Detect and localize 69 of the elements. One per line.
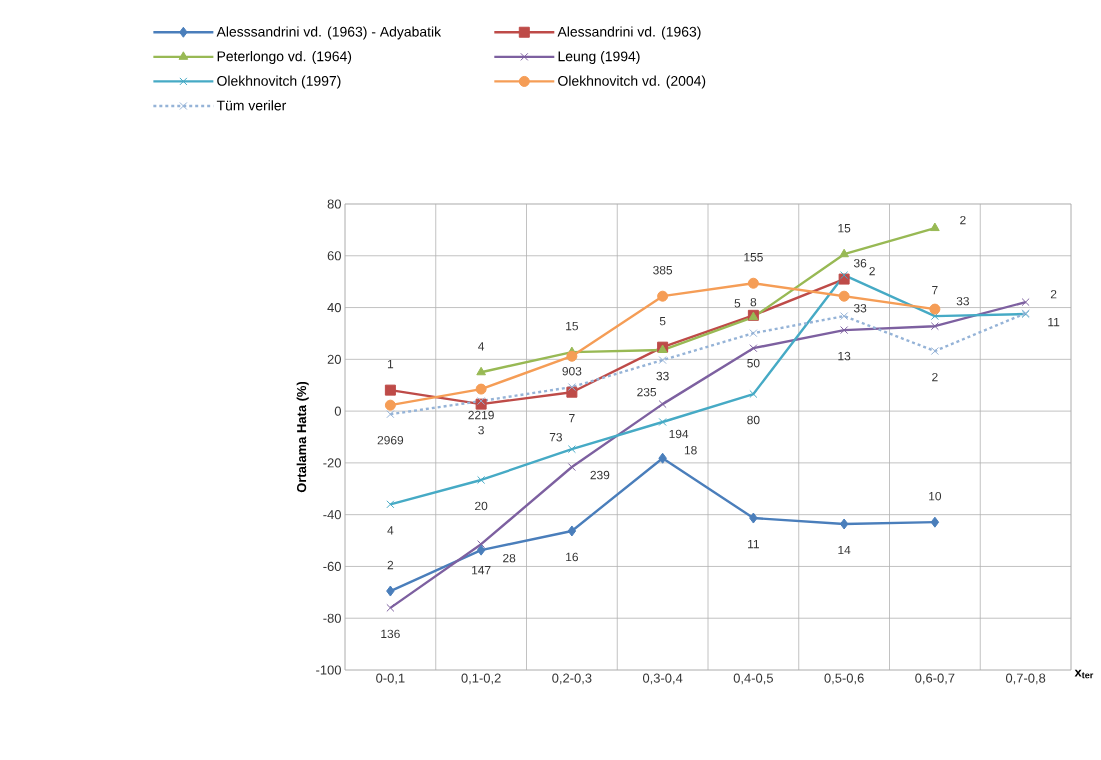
- x-tick-label: 0,3-0,4: [642, 673, 683, 685]
- annotation: 2: [932, 372, 938, 382]
- annotation: 235: [637, 387, 657, 397]
- y-tick-label: -60: [323, 561, 341, 572]
- annotation: 239: [590, 470, 610, 480]
- annotation: 11: [748, 539, 759, 549]
- annotation: 10: [929, 491, 942, 501]
- annotation: 903: [562, 367, 582, 376]
- annotation: 20: [475, 501, 488, 511]
- annotation: 16: [566, 552, 578, 562]
- annotation: 36: [853, 258, 867, 268]
- annotation: 18: [684, 446, 697, 455]
- annotation: 7: [569, 414, 575, 423]
- annotation: 147: [472, 566, 491, 575]
- legend-label: Olekhnovitch vd. (2004): [558, 75, 706, 89]
- legend-label: Olekhnovitch (1997): [217, 75, 341, 89]
- annotation: 33: [656, 371, 669, 381]
- y-tick-label: 60: [327, 251, 341, 261]
- x-tick-label: 0,2-0,3: [552, 673, 592, 685]
- annotation: 2: [387, 560, 394, 570]
- annotation: 3: [478, 425, 484, 435]
- annotation: 15: [838, 224, 851, 233]
- annotation: 28: [503, 553, 516, 563]
- annotation: 2: [1050, 289, 1057, 299]
- annotation: 73: [549, 432, 562, 442]
- annotation: 2: [869, 266, 875, 276]
- y-tick-label: 80: [327, 199, 341, 209]
- annotation: 5: [734, 299, 741, 308]
- annotation: 33: [853, 303, 867, 313]
- x-tick-label: 0,4-0,5: [733, 673, 773, 685]
- y-tick-label: 0: [334, 406, 341, 416]
- legend-label: Tüm veriler: [216, 100, 287, 111]
- annotation: 136: [381, 629, 400, 639]
- annotation: 13: [838, 351, 851, 361]
- annotation: 8: [750, 297, 757, 307]
- annotation: 14: [838, 545, 851, 555]
- x-tick-label: 0,1-0,2: [461, 673, 501, 685]
- legend-label: Peterlongo vd. (1964): [217, 51, 352, 65]
- annotation: 2219: [468, 410, 494, 420]
- annotation: 15: [566, 321, 579, 331]
- annotation: 385: [653, 265, 673, 275]
- x-tick-label: 0-0,1: [376, 673, 405, 685]
- annotation: 2: [960, 215, 966, 225]
- legend-label: Leung (1994): [558, 51, 640, 65]
- annotation: 4: [478, 342, 485, 351]
- annotation: 194: [669, 429, 689, 439]
- x-tick-label: 0,5-0,6: [824, 673, 864, 685]
- x-tick-label: 0,6-0,7: [915, 673, 955, 685]
- y-tick-label: -80: [323, 613, 341, 623]
- y-axis-title: Ortalama Hata (%): [296, 381, 309, 493]
- legend-label: Alessandrini vd. (1963): [557, 26, 701, 40]
- annotation: 155: [744, 253, 763, 262]
- annotation: 4: [387, 526, 394, 535]
- x-axis-title: x$_{ter}$: [1074, 669, 1094, 679]
- annotation: 1: [387, 360, 394, 369]
- y-tick-label: 40: [327, 302, 341, 313]
- y-tick-label: -100: [316, 665, 341, 675]
- annotation: 11: [1048, 317, 1060, 327]
- y-tick-label: -40: [323, 510, 341, 520]
- x-tick-label: 0,7-0,8: [1005, 673, 1046, 685]
- annotation: 33: [956, 296, 969, 306]
- y-tick-label: 20: [327, 354, 341, 364]
- y-tick-label: -20: [323, 458, 341, 468]
- annotation: 50: [747, 358, 760, 368]
- legend-label: Alesssandrini vd. (1963) - Adyabatik: [216, 26, 442, 40]
- annotation: 5: [659, 317, 666, 326]
- annotation: 7: [932, 285, 938, 295]
- annotation: 80: [747, 415, 760, 425]
- annotation: 2969: [377, 435, 404, 445]
